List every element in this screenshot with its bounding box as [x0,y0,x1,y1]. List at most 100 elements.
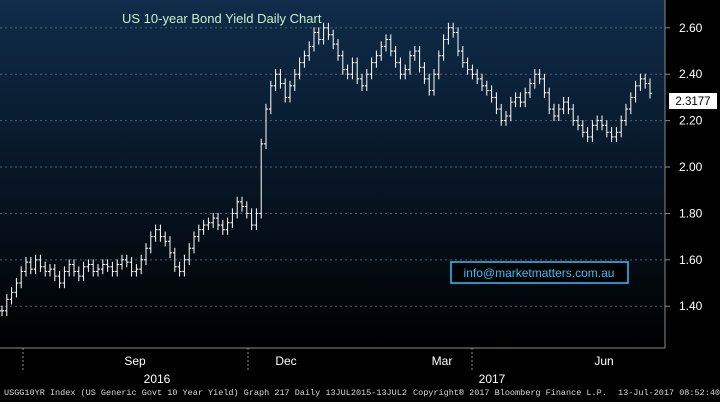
price-bar [62,266,67,289]
price-bar [648,78,652,99]
price-bar [105,259,110,272]
price-bar [153,224,158,242]
price-bar [240,196,244,212]
price-bar [139,254,144,275]
price-bar [302,50,307,68]
price-bar [52,264,57,282]
price-bar [619,115,624,138]
price-bar [96,264,100,277]
price-bar [595,115,600,131]
price-bar [48,264,52,277]
price-bar [321,22,326,45]
price-bar [432,69,436,96]
contact-email[interactable]: info@marketmatters.com.au [464,266,615,280]
price-bar [393,45,398,68]
price-bar [206,217,211,231]
price-bar [628,92,633,115]
price-bar [115,259,120,277]
price-bar [441,34,446,61]
price-bar [537,69,542,84]
price-bar [129,257,134,277]
footer-copyright: Copyright® 2017 Bloomberg Finance L.P. [413,388,607,398]
x-month-label: Sep [124,354,146,368]
price-bar [403,64,408,80]
y-tick-label: 1.40 [679,299,703,313]
price-bar [24,257,28,277]
price-bar [384,34,388,52]
price-bar [614,127,619,142]
price-bar [364,69,369,91]
price-bar [19,266,24,289]
price-bar [398,57,403,80]
price-bar [0,305,4,316]
price-bar [283,78,288,103]
price-bar [28,257,33,275]
price-bar [475,69,480,84]
price-bar [220,219,225,235]
footer-source: USGG10YR Index (US Generic Govt 10 Year … [4,388,407,398]
price-bar [264,103,268,149]
y-tick-label: 1.80 [679,206,703,220]
price-bar [124,254,129,268]
price-bar [585,127,590,142]
price-bar [259,138,264,219]
price-bar [638,73,643,91]
price-bar [163,231,168,247]
price-bar [326,22,331,40]
price-bar [532,69,537,89]
price-bar [134,264,139,277]
price-bar [91,259,96,277]
price-bar [374,50,379,68]
price-bar [523,87,528,108]
price-bar [211,212,216,228]
price-bar [67,259,72,277]
x-month-label: Jun [594,354,613,368]
price-bar [33,254,38,275]
price-bar [216,212,220,231]
price-bar [633,80,638,103]
footer-bar: USGG10YR Index (US Generic Govt 10 Year … [0,384,720,402]
price-bar [580,120,585,138]
price-bar [331,29,336,50]
price-bar [412,45,417,61]
price-bar [542,73,547,98]
price-bar [110,261,115,277]
price-bar [76,266,81,282]
price-bar [340,50,345,75]
price-bar [460,45,465,68]
footer-timestamp: 13-Jul-2017 08:52:40 [618,388,720,398]
grid-lines [0,27,665,307]
price-bar [9,287,14,305]
price-bar [182,254,187,277]
x-month-label: Mar [432,354,453,368]
price-bar [268,80,273,115]
price-bar [499,103,504,126]
price-bar [417,45,422,73]
price-bar [513,92,518,108]
price-bar [81,261,86,282]
price-bar [38,254,43,272]
plot-area [0,0,665,348]
contact-box[interactable]: info@marketmatters.com.au [450,261,629,284]
price-bar [388,34,393,57]
price-bar [480,73,484,91]
price-bar [43,261,48,277]
price-bar [350,57,355,80]
price-bar [168,236,172,258]
price-bar [297,57,302,80]
price-bar [273,69,278,91]
price-bar [225,217,230,235]
price-bar [292,69,297,91]
price-bar [4,294,9,316]
price-bar [192,231,196,254]
price-bar [604,120,609,138]
price-bar [249,208,254,231]
price-bar [571,103,576,126]
price-bar [446,22,451,45]
price-bar [528,78,532,98]
price-bar [235,196,240,219]
price-bar [57,270,62,289]
price-bar [600,115,604,131]
y-tick-label: 2.60 [679,21,703,35]
x-axis: Sep Dec Mar Jun 2016 2017 [22,348,614,386]
